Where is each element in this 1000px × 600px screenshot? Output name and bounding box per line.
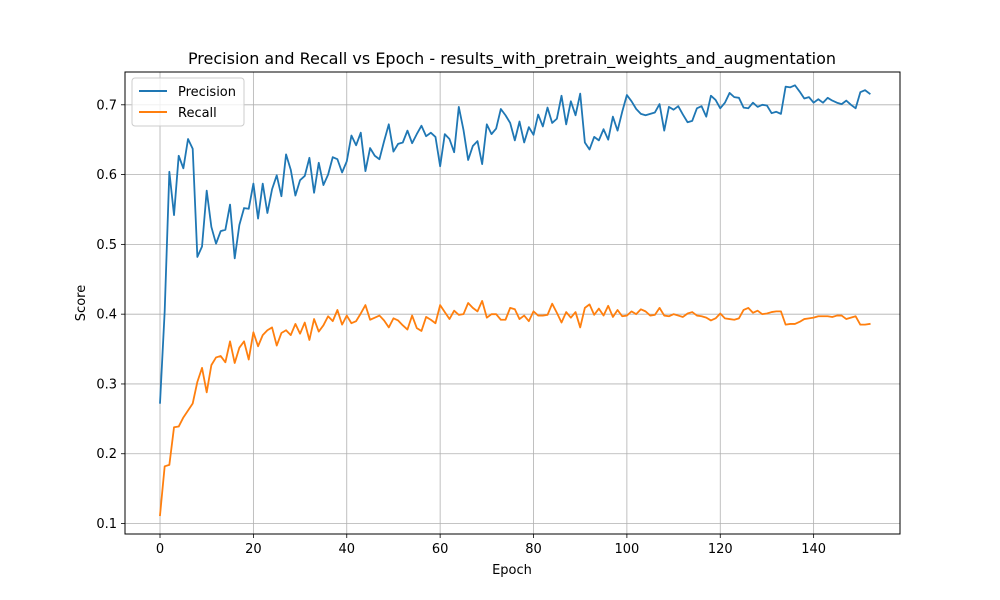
x-axis-label: Epoch	[492, 563, 532, 578]
x-tick-label: 80	[525, 542, 542, 557]
x-tick-label: 140	[801, 542, 826, 557]
y-tick-label: 0.1	[96, 517, 117, 532]
y-tick-label: 0.3	[96, 377, 117, 392]
grid-layer	[125, 72, 900, 534]
x-tick-label: 100	[614, 542, 639, 557]
x-tick-label: 120	[708, 542, 733, 557]
x-tick-label: 40	[338, 542, 355, 557]
y-axis-label: Score	[74, 285, 89, 321]
x-tick-label: 0	[156, 542, 164, 557]
chart-title: Precision and Recall vs Epoch - results_…	[188, 49, 836, 69]
y-tick-label: 0.4	[96, 308, 117, 323]
y-tick-label: 0.7	[96, 98, 117, 113]
y-tick-label: 0.6	[96, 168, 117, 183]
legend: Precision Recall	[131, 77, 245, 127]
series-layer	[159, 84, 871, 517]
x-tick-label: 60	[432, 542, 449, 557]
plot-area-frame	[124, 71, 901, 535]
series-line-recall	[159, 300, 871, 517]
ticks-layer: 0 20 40 60 80 100 120 140 0.1 0.2 0.3 0.4 0.5 0.6 0.7	[96, 98, 826, 557]
legend-label-precision: Precision	[178, 85, 236, 100]
x-tick-label: 20	[245, 542, 262, 557]
y-tick-label: 0.5	[96, 238, 117, 253]
y-tick-label: 0.2	[96, 447, 117, 462]
series-line-precision	[159, 84, 871, 404]
legend-label-recall: Recall	[178, 106, 217, 121]
